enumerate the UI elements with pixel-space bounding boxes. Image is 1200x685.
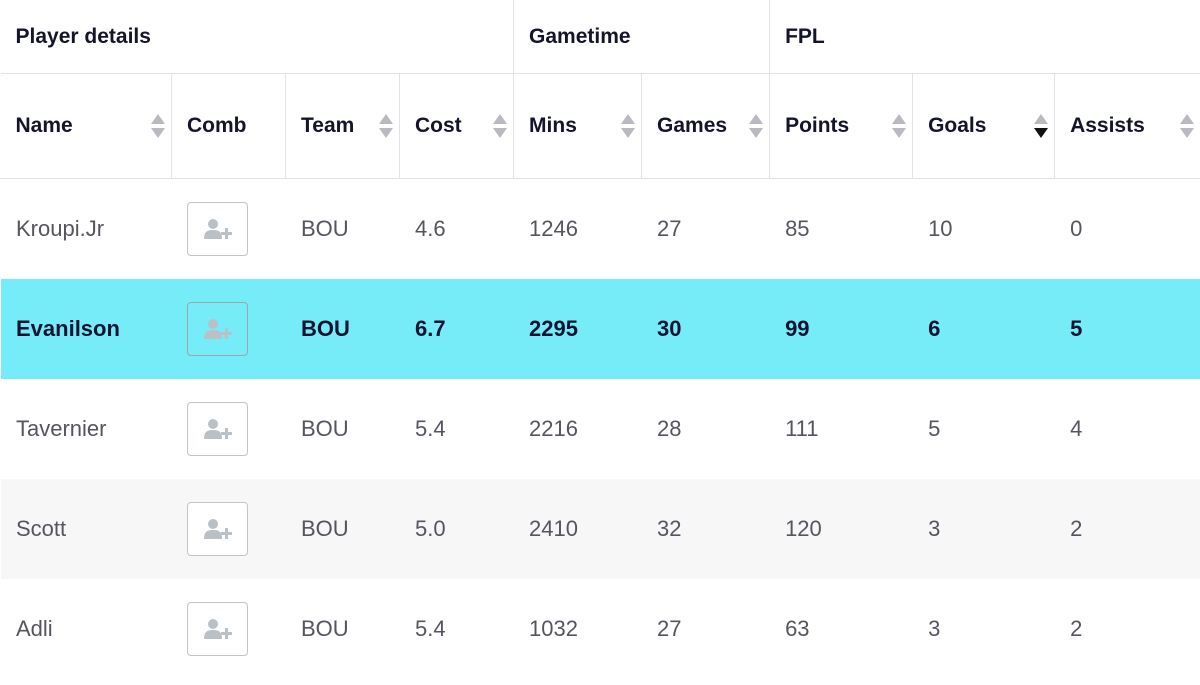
cell-comb [172, 579, 286, 679]
table-row[interactable]: Kroupi.Jr BOU 4.6 1246 27 85 10 0 [1, 179, 1200, 280]
cell-assists: 5 [1054, 279, 1200, 379]
cell-cost: 5.4 [415, 616, 446, 641]
header-cost[interactable]: Cost [398, 73, 515, 179]
cell-cost: 5.4 [415, 416, 446, 441]
header-name[interactable]: Name [0, 73, 172, 179]
sort-icon[interactable] [621, 114, 636, 138]
cell-goals: 6 [912, 279, 1055, 379]
table-row[interactable]: Tavernier BOU 5.4 2216 28 111 5 4 [1, 379, 1200, 479]
header-label: Goals [928, 114, 987, 137]
cell-mins: 2295 [513, 279, 642, 379]
add-to-comb-button[interactable] [187, 202, 248, 256]
header-label: Comb [187, 114, 247, 137]
cell-cost: 5.0 [399, 479, 514, 579]
cell-assists: 0 [1070, 216, 1083, 241]
add-to-comb-button[interactable] [187, 402, 248, 456]
add-user-icon [203, 519, 232, 539]
group-fpl: FPL [769, 0, 1200, 74]
cell-name: Scott [0, 479, 172, 579]
cell-comb [171, 479, 286, 579]
cell-games: 28 [657, 416, 682, 441]
add-to-comb-button[interactable] [187, 302, 248, 356]
cell-name: Kroupi.Jr [16, 216, 105, 241]
cell-games: 27 [657, 216, 682, 241]
cell-goals: 3 [912, 479, 1055, 579]
cell-mins: 2216 [529, 416, 578, 441]
cell-mins: 2410 [513, 479, 642, 579]
sort-icon[interactable] [151, 114, 165, 138]
cell-comb [172, 179, 286, 280]
header-label: Assists [1070, 114, 1145, 137]
header-assists[interactable]: Assists [1054, 73, 1200, 179]
header-games[interactable]: Games [641, 73, 771, 179]
cell-team: BOU [301, 616, 349, 641]
add-to-comb-button[interactable] [187, 602, 248, 656]
header-mins[interactable]: Mins [513, 73, 643, 179]
sort-icon[interactable] [749, 114, 764, 138]
header-label: Team [301, 114, 355, 137]
table-row[interactable]: Evanilson BOU 6.7 2295 30 99 6 5 [0, 279, 1200, 379]
add-to-comb-button[interactable] [187, 502, 248, 556]
cell-points: 99 [769, 279, 913, 379]
header-label: Mins [529, 114, 577, 137]
cell-cost: 6.7 [399, 279, 514, 379]
cell-comb [171, 279, 286, 379]
cell-assists: 2 [1070, 616, 1083, 641]
sort-icon[interactable] [1180, 114, 1195, 138]
cell-team: BOU [285, 479, 400, 579]
sort-icon[interactable] [493, 114, 508, 138]
header-label: Games [657, 114, 728, 137]
cell-name: Adli [16, 616, 53, 641]
sort-desc-icon[interactable] [1034, 114, 1049, 138]
cell-games: 32 [641, 479, 770, 579]
cell-team: BOU [301, 216, 349, 241]
header-comb: Comb [171, 73, 286, 179]
table-body: Kroupi.Jr BOU 4.6 1246 27 85 10 0 Evanilson BOU 6.… [0, 179, 1200, 680]
header-goals[interactable]: Goals [912, 73, 1056, 179]
header-points[interactable]: Points [769, 73, 914, 179]
header-label: Cost [415, 114, 462, 137]
cell-team: BOU [301, 416, 349, 441]
column-group-row: Player details Gametime FPL [0, 0, 1200, 74]
cell-assists: 4 [1070, 416, 1083, 441]
cell-points: 120 [769, 479, 913, 579]
add-user-icon [203, 419, 232, 439]
header-team[interactable]: Team [285, 73, 400, 179]
sort-icon[interactable] [379, 114, 393, 138]
cell-name: Evanilson [0, 279, 172, 379]
add-user-icon [203, 219, 232, 239]
table-row[interactable]: Scott BOU 5.0 2410 32 120 3 2 [0, 479, 1200, 579]
column-header-row: Name Comb Team Cost Mins Games Points Go… [0, 73, 1200, 179]
cell-goals: 3 [928, 616, 941, 641]
cell-cost: 4.6 [415, 216, 446, 241]
cell-comb [172, 379, 286, 479]
table-row[interactable]: Adli BOU 5.4 1032 27 63 3 2 [1, 579, 1200, 679]
group-gametime: Gametime [513, 0, 771, 74]
cell-mins: 1246 [529, 216, 578, 241]
cell-name: Tavernier [16, 416, 107, 441]
cell-mins: 1032 [529, 616, 578, 641]
cell-points: 63 [785, 616, 810, 641]
header-label: Name [15, 114, 73, 137]
add-user-icon [203, 319, 232, 339]
cell-points: 111 [785, 416, 819, 441]
cell-goals: 5 [928, 416, 941, 441]
sort-icon[interactable] [892, 114, 907, 138]
cell-goals: 10 [928, 216, 953, 241]
add-user-icon [203, 619, 232, 639]
cell-team: BOU [285, 279, 400, 379]
header-label: Points [785, 114, 850, 137]
cell-games: 27 [657, 616, 682, 641]
cell-points: 85 [785, 216, 810, 241]
cell-assists: 2 [1054, 479, 1200, 579]
cell-games: 30 [641, 279, 770, 379]
group-player-details: Player details [0, 0, 515, 74]
